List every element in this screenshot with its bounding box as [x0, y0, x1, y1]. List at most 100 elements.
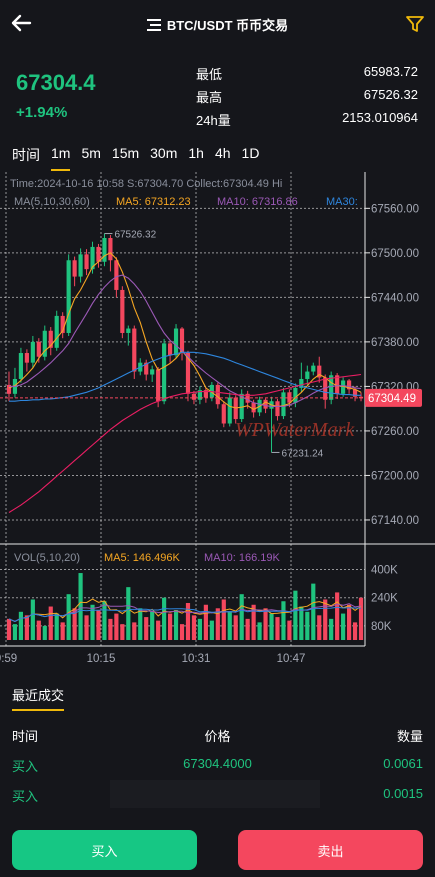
candle-body [78, 254, 83, 277]
candle-body [281, 392, 286, 417]
volume-ma10-legend: MA10: 166.19K [204, 552, 280, 564]
candle-body [120, 289, 125, 333]
x-tick-label: 10:15 [87, 653, 116, 665]
buy-button[interactable]: 买入 [12, 830, 197, 870]
tab-15m[interactable]: 15m [111, 145, 140, 161]
candle-body [54, 315, 59, 348]
tab-recent-trades[interactable]: 最近成交 [12, 685, 65, 711]
volume-tick-label: 240K [371, 593, 398, 605]
stat-value: 67526.32 [363, 87, 418, 102]
menu-list-icon[interactable] [146, 19, 161, 31]
candle-body [275, 401, 280, 417]
volume-tick-label: 80K [371, 621, 392, 633]
tab-time[interactable]: 时间 [12, 147, 40, 163]
volume-bar [30, 599, 35, 640]
volume-bar [287, 620, 292, 640]
volume-bar [215, 608, 220, 640]
tab-1d[interactable]: 1D [241, 145, 260, 161]
stat-value: 2153.010964 [342, 110, 418, 125]
header: BTC/USDT 币币交易 [0, 0, 435, 50]
tab-5m[interactable]: 5m [81, 145, 101, 161]
candle-body [311, 365, 316, 372]
loading-placeholder [110, 780, 320, 808]
tab-1m[interactable]: 1m [51, 145, 71, 171]
volume-bar [84, 615, 89, 640]
volume-bar [173, 610, 179, 640]
trade-row: 买入 0.0015 [12, 786, 423, 805]
volume-bar [150, 611, 155, 640]
volume-bar [42, 625, 47, 640]
candle-body [299, 378, 304, 388]
candle-body [150, 369, 155, 375]
volume-bar [245, 618, 250, 640]
tab-1h[interactable]: 1h [188, 145, 204, 161]
volume-bar [263, 608, 268, 640]
volume-bar [90, 604, 95, 640]
stat-label: 24h量 [196, 113, 231, 128]
chart-grid: 67560.0067500.0067440.0067380.0067320.00… [0, 172, 435, 665]
candle-body [227, 397, 232, 424]
volume-bar [185, 603, 191, 640]
candle-body [102, 238, 107, 262]
candle-body [346, 380, 352, 390]
volume-bar [317, 615, 322, 640]
candle-body [6, 384, 12, 394]
header-time: 时间 [12, 729, 39, 744]
volume-bar [138, 608, 143, 640]
x-tick-label: 9:59 [0, 653, 17, 665]
y-tick-label: 67440.00 [371, 292, 419, 304]
volume-bar [72, 608, 77, 640]
volume-bar [18, 611, 24, 640]
volume-legend: VOL(5,10,20) [14, 552, 80, 564]
ma-legend-label: MA(5,10,30,60) [14, 196, 90, 208]
chart-labels: Time:2024-10-16 10:58 S:67304.70 Collect… [10, 178, 358, 564]
back-arrow-icon[interactable] [8, 10, 34, 36]
volume-bar [329, 618, 334, 640]
stat-value: 65983.72 [363, 64, 418, 79]
header-price: 价格 [204, 729, 231, 744]
candle-body [30, 341, 35, 363]
ma5-legend: MA5: 67312.23 [116, 196, 191, 208]
volume-bars [6, 573, 364, 640]
candle-body [352, 389, 358, 397]
candle-body [144, 362, 149, 375]
volume-bar [108, 618, 113, 640]
candle-body [108, 238, 113, 261]
candle-body [341, 380, 346, 394]
candle-body [329, 375, 334, 400]
page-title-wrap: BTC/USDT 币币交易 [0, 15, 435, 34]
volume-bar [305, 611, 310, 640]
volume-bar [227, 611, 232, 640]
change-percent: +1.94% [16, 104, 68, 121]
ticker-stats: 最低 65983.72 最高 67526.32 24h量 2153.010964 [196, 64, 418, 133]
y-tick-label: 67140.00 [371, 515, 419, 527]
volume-bar [162, 597, 167, 640]
stat-low: 最低 65983.72 [196, 64, 418, 87]
volume-bar [126, 587, 131, 640]
candle-body [293, 387, 298, 403]
trade-side: 买入 [12, 759, 39, 774]
volume-bar [323, 599, 328, 640]
candle-body [191, 393, 197, 400]
tab-30m[interactable]: 30m [150, 145, 178, 161]
kline-chart[interactable]: 67560.0067500.0067440.0067380.0067320.00… [0, 172, 435, 670]
candle-body [173, 328, 179, 356]
volume-bar [12, 624, 18, 640]
volume-bar [346, 604, 352, 640]
candle-body [317, 365, 322, 378]
low-label: 67231.24 [282, 448, 324, 459]
sell-button[interactable]: 卖出 [238, 830, 423, 870]
volume-bar [203, 604, 208, 640]
filter-icon[interactable] [405, 14, 425, 34]
volume-bar [257, 622, 262, 640]
volume-bar [299, 606, 304, 640]
volume-bar [144, 617, 149, 640]
volume-bar [352, 622, 358, 640]
candle-body [132, 328, 137, 372]
y-tick-label: 67380.00 [371, 337, 419, 349]
tab-4h[interactable]: 4h [214, 145, 231, 161]
page-title: BTC/USDT 币币交易 [166, 18, 289, 33]
candle-body [335, 375, 340, 394]
candle-body [323, 377, 328, 400]
candle-body [48, 330, 53, 348]
